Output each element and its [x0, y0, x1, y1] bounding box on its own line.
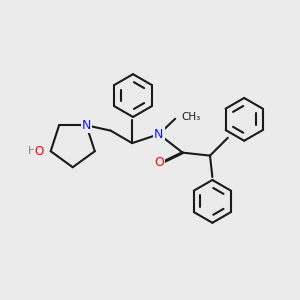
Text: N: N	[82, 119, 91, 132]
Text: H: H	[28, 146, 36, 156]
Text: O: O	[154, 156, 164, 169]
Text: O: O	[35, 145, 44, 158]
Text: CH₃: CH₃	[182, 112, 201, 122]
Text: N: N	[154, 128, 164, 141]
